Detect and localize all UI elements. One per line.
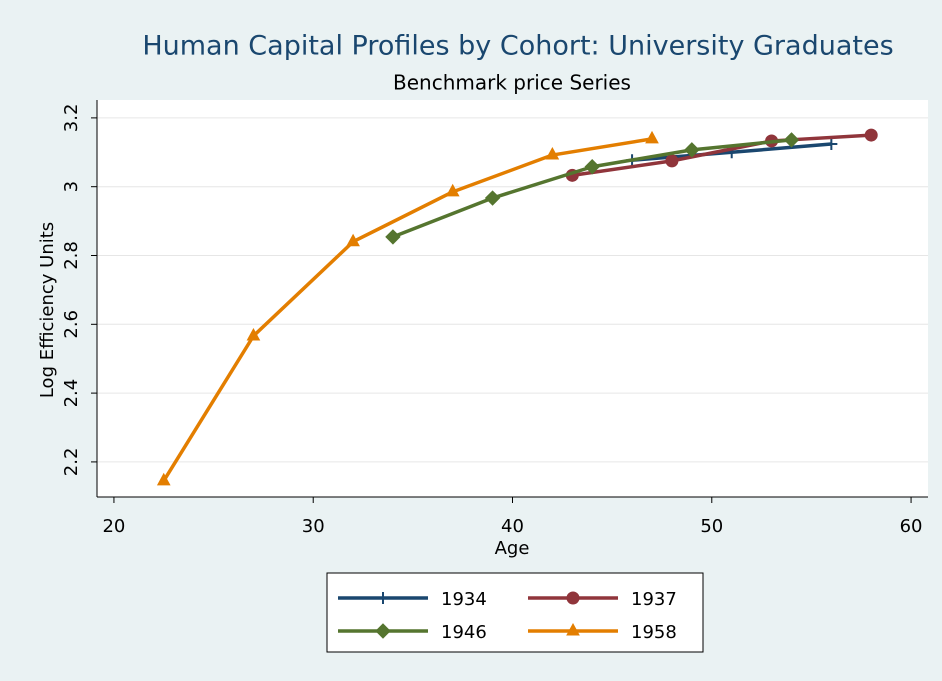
chart-title: Human Capital Profiles by Cohort: Univer…	[142, 31, 893, 62]
marker	[665, 154, 679, 168]
y-tick-label: 2.6	[61, 310, 82, 339]
series-line	[572, 133, 872, 178]
marker	[545, 146, 560, 160]
legend-label: 1958	[631, 622, 677, 643]
x-axis-label: Age	[495, 538, 530, 559]
y-tick-label: 3.2	[61, 104, 82, 133]
legend-marker	[566, 591, 580, 605]
y-tick-label: 2.8	[61, 241, 82, 270]
legend-marker	[377, 592, 389, 604]
marker	[684, 142, 700, 158]
legend-label: 1934	[441, 589, 487, 610]
legend-marker	[375, 623, 391, 639]
marker	[825, 138, 838, 151]
legend-marker	[566, 622, 580, 636]
legend-label: 1937	[631, 589, 677, 610]
x-tick-label: 40	[501, 516, 524, 537]
marker	[783, 132, 800, 148]
y-tick-label: 2.4	[61, 379, 82, 408]
y-axis-label: Log Efficiency Units	[37, 222, 58, 398]
marker	[864, 128, 878, 142]
marker	[156, 472, 171, 486]
marker	[584, 159, 600, 175]
y-tick-label: 2.2	[61, 448, 82, 477]
legend	[326, 572, 704, 653]
plot-area	[97, 100, 928, 497]
x-tick-label: 30	[302, 516, 325, 537]
chart-subtitle: Benchmark price Series	[393, 71, 631, 95]
marker	[246, 327, 261, 341]
y-tick-label: 3	[61, 181, 82, 192]
marker	[346, 233, 360, 247]
x-tick-label: 20	[102, 516, 125, 537]
marker	[445, 183, 460, 197]
marker	[645, 130, 659, 144]
series-line	[162, 137, 653, 482]
x-tick-label: 50	[700, 516, 723, 537]
x-tick-label: 60	[900, 516, 923, 537]
legend-label: 1946	[441, 622, 487, 643]
marker	[484, 190, 501, 206]
marker	[385, 229, 401, 245]
